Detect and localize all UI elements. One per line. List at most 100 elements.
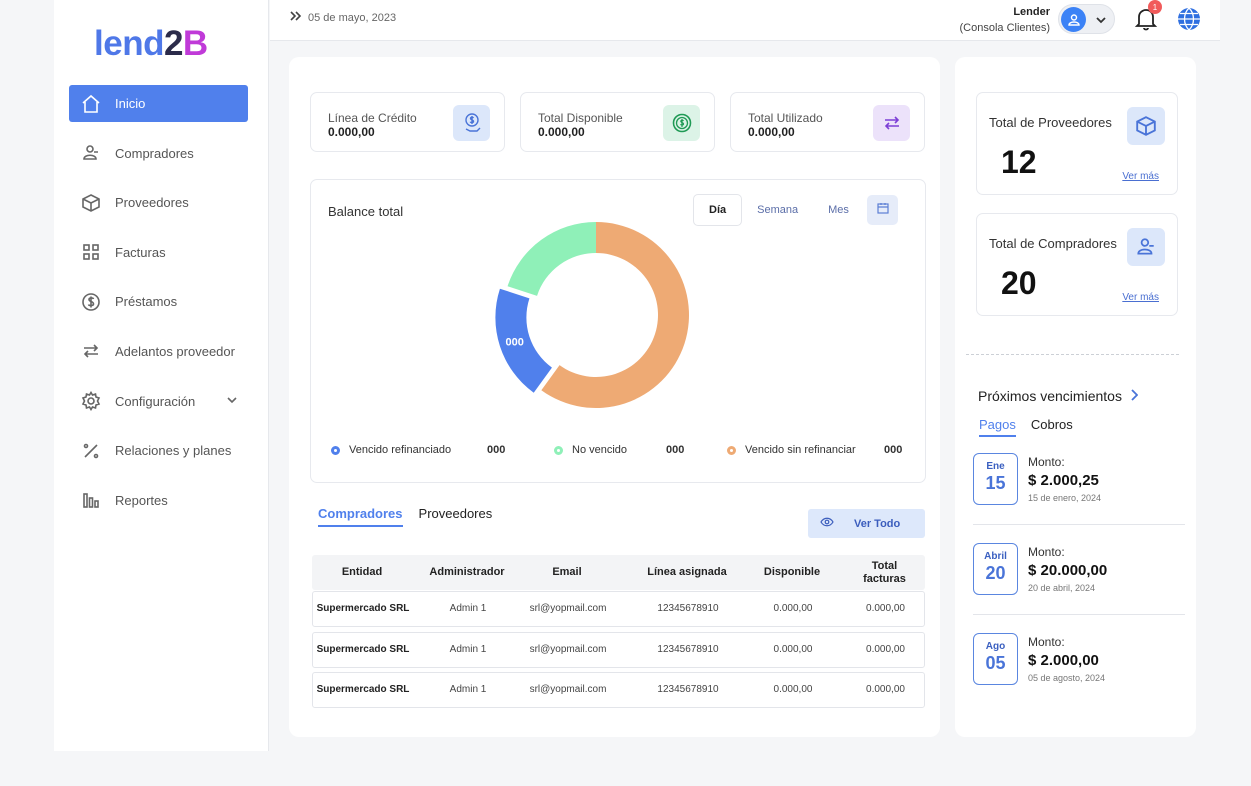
nav-label: Configuración bbox=[115, 393, 196, 409]
user-menu-button[interactable] bbox=[1058, 4, 1115, 34]
period-semana[interactable]: Semana bbox=[757, 204, 799, 216]
table-cell: 12345678910 bbox=[657, 603, 719, 614]
card-label: Total de Compradores bbox=[989, 236, 1117, 251]
amount-value: $ 2.000,25 bbox=[1028, 472, 1099, 489]
col-administrador: Administrador bbox=[429, 566, 505, 578]
nav-item-facturas[interactable]: Facturas bbox=[69, 234, 248, 271]
donut-slice[interactable] bbox=[495, 288, 552, 393]
balance-title: Balance total bbox=[328, 204, 404, 219]
period-dia[interactable]: Día bbox=[693, 194, 743, 226]
donut-slice[interactable] bbox=[507, 222, 596, 296]
nav-label: Préstamos bbox=[115, 294, 178, 310]
logo-part: 2 bbox=[163, 24, 183, 63]
nav-item-adelantos[interactable]: Adelantos proveedor bbox=[69, 333, 248, 370]
ver-mas-link[interactable]: Ver más bbox=[1122, 292, 1159, 303]
top-bar: 05 de mayo, 2023 Lender (Consola Cliente… bbox=[270, 0, 1220, 41]
table-cell: 0.000,00 bbox=[773, 684, 813, 695]
date-badge: Ene 15 bbox=[973, 453, 1018, 505]
bell-icon[interactable] bbox=[1134, 6, 1158, 37]
stat-value: 0.000,00 bbox=[328, 125, 375, 139]
date-month: Ene bbox=[986, 461, 1005, 472]
vencimiento-item[interactable]: Ene 15 Monto: $ 2.000,25 15 de enero, 2024 bbox=[973, 453, 1185, 523]
nav-item-inicio[interactable]: Inicio bbox=[69, 85, 248, 122]
user-info: Lender (Consola Clientes) bbox=[960, 4, 1050, 36]
grid-icon bbox=[81, 242, 101, 262]
table-row[interactable]: Supermercado SRL Admin 1 srl@yopmail.com 12… bbox=[312, 591, 925, 627]
current-date: 05 de mayo, 2023 bbox=[308, 11, 397, 24]
tab-proveedores[interactable]: Proveedores bbox=[418, 506, 493, 521]
table-header: Entidad Administrador Email Línea asigna… bbox=[312, 555, 925, 590]
nav-label: Proveedores bbox=[115, 195, 189, 211]
box-icon bbox=[1127, 107, 1165, 145]
table-cell: srl@yopmail.com bbox=[529, 644, 607, 655]
amount-label: Monto: bbox=[1028, 455, 1065, 469]
nav-item-reportes[interactable]: Reportes bbox=[69, 482, 248, 519]
logo[interactable]: lend2B bbox=[94, 24, 208, 64]
nav-label: Inicio bbox=[115, 96, 146, 111]
nav-item-compradores[interactable]: Compradores bbox=[69, 135, 248, 172]
divider bbox=[966, 354, 1179, 355]
stat-label: Línea de Crédito bbox=[328, 111, 417, 125]
stat-total-disponible: Total Disponible 0.000,00 bbox=[520, 92, 715, 152]
col-facturas: facturas bbox=[863, 573, 906, 585]
due-date: 05 de agosto, 2024 bbox=[1028, 673, 1106, 683]
coin-icon bbox=[663, 105, 700, 141]
table-row[interactable]: Supermercado SRL Admin 1 srl@yopmail.com 12… bbox=[312, 672, 925, 708]
calendar-button[interactable] bbox=[867, 195, 898, 225]
money-hand-icon bbox=[453, 105, 490, 141]
table-cell: Admin 1 bbox=[449, 644, 487, 655]
tab-pagos[interactable]: Pagos bbox=[979, 417, 1016, 437]
nav-item-prestamos[interactable]: Préstamos bbox=[69, 283, 248, 320]
nav-label: Facturas bbox=[115, 244, 166, 260]
vencimiento-item[interactable]: Ago 05 Monto: $ 2.000,00 05 de agosto, 2024 bbox=[973, 633, 1185, 703]
vencimiento-item[interactable]: Abril 20 Monto: $ 20.000,00 20 de abril, 202… bbox=[973, 543, 1185, 613]
card-total-compradores: Total de Compradores 20 Ver más bbox=[976, 213, 1178, 316]
tab-compradores[interactable]: Compradores bbox=[318, 506, 403, 527]
chevron-down-icon bbox=[1095, 13, 1107, 31]
date-month: Ago bbox=[985, 641, 1006, 652]
legend-dot bbox=[554, 445, 563, 455]
table-cell: 12345678910 bbox=[657, 684, 719, 695]
period-mes[interactable]: Mes bbox=[828, 204, 849, 216]
nav-item-relaciones[interactable]: Relaciones y planes bbox=[69, 432, 248, 469]
nav-item-configuracion[interactable]: Configuración bbox=[69, 383, 248, 420]
amount-value: $ 20.000,00 bbox=[1028, 562, 1108, 579]
users-icon bbox=[81, 143, 101, 163]
amount-label: Monto: bbox=[1028, 635, 1065, 649]
nav-item-proveedores[interactable]: Proveedores bbox=[69, 184, 248, 221]
legend-label: Vencido sin refinanciar bbox=[745, 444, 856, 456]
view-all-button[interactable]: Ver Todo bbox=[808, 509, 925, 538]
stat-value: 0.000,00 bbox=[748, 125, 795, 139]
card-value: 20 bbox=[1001, 265, 1037, 301]
view-all-label: Ver Todo bbox=[854, 517, 901, 530]
tab-cobros[interactable]: Cobros bbox=[1030, 417, 1073, 432]
legend-item: Vencido refinanciado bbox=[331, 444, 451, 456]
home-icon bbox=[81, 94, 101, 114]
legend-label: Vencido refinanciado bbox=[349, 444, 452, 456]
chevron-right-icon bbox=[1130, 388, 1139, 404]
globe-icon[interactable] bbox=[1176, 6, 1202, 37]
arrows-icon bbox=[81, 341, 101, 361]
legend-value: 000 bbox=[666, 444, 685, 456]
chevron-down-icon[interactable] bbox=[226, 394, 238, 409]
col-disponible: Disponible bbox=[763, 566, 821, 578]
date-badge: Abril 20 bbox=[973, 543, 1018, 595]
main-panel: Línea de Crédito 0.000,00 Total Disponib… bbox=[289, 57, 940, 737]
double-chevron-icon[interactable] bbox=[290, 11, 302, 24]
legend-item: No vencido bbox=[554, 444, 627, 456]
period-selector: Día Semana Mes bbox=[693, 194, 864, 226]
donut-slice[interactable] bbox=[541, 222, 689, 408]
table-cell: srl@yopmail.com bbox=[529, 684, 607, 695]
ver-mas-link[interactable]: Ver más bbox=[1122, 171, 1159, 182]
legend-dot bbox=[727, 445, 736, 455]
avatar-icon bbox=[1061, 7, 1086, 32]
gear-icon bbox=[81, 391, 101, 412]
proximos-vencimientos-link[interactable]: Próximos vencimientos bbox=[978, 388, 1139, 404]
nav-label: Compradores bbox=[115, 145, 194, 161]
chart-legend: Vencido refinanciado 000 No vencido 000 Venc… bbox=[311, 444, 927, 460]
table-row[interactable]: Supermercado SRL Admin 1 srl@yopmail.com 12… bbox=[312, 632, 925, 668]
stat-value: 0.000,00 bbox=[538, 125, 585, 139]
col-entidad: Entidad bbox=[341, 566, 383, 578]
card-total-proveedores: Total de Proveedores 12 Ver más bbox=[976, 92, 1178, 195]
user-role: (Consola Clientes) bbox=[959, 22, 1050, 34]
